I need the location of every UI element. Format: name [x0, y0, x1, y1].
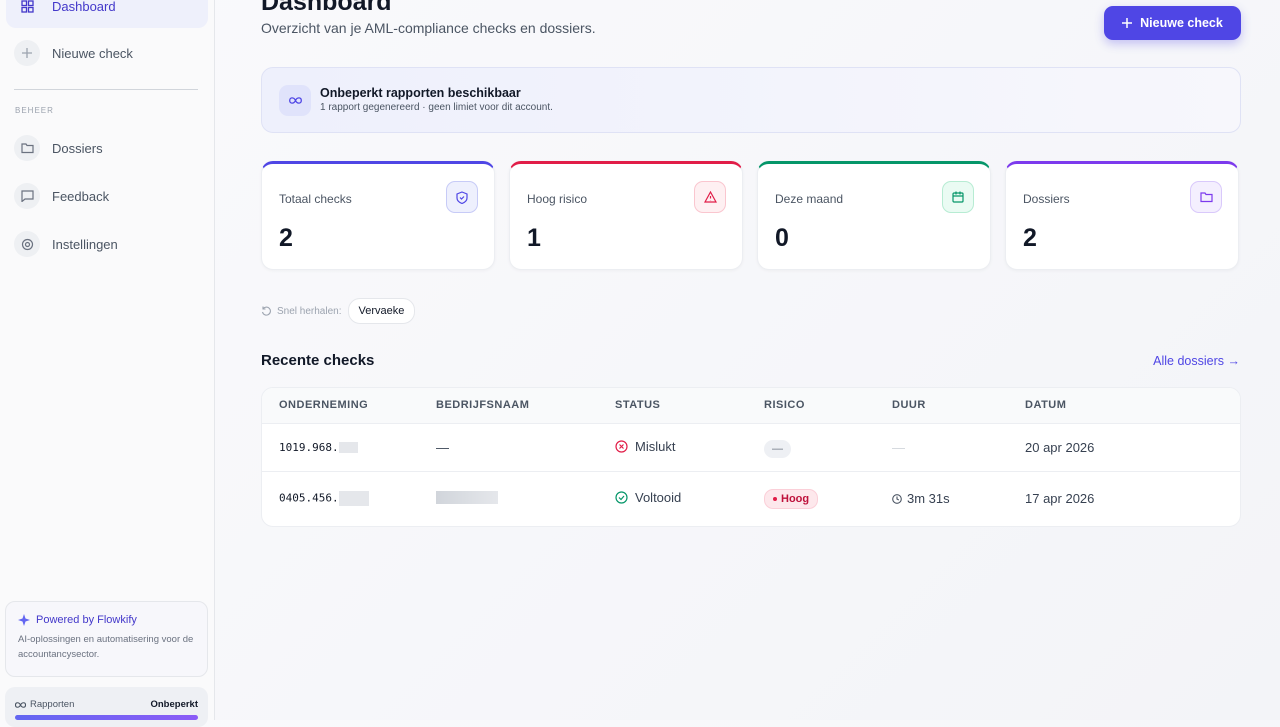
date: 20 apr 2026	[1025, 439, 1095, 455]
column-header: BEDRIJFSNAAM	[436, 399, 530, 412]
redacted	[338, 491, 369, 507]
status: Mislukt	[635, 438, 676, 454]
table-header: ONDERNEMING BEDRIJFSNAAM STATUS RISICO DUUR D…	[262, 388, 1240, 423]
stat-label: Hoog risico	[527, 192, 588, 206]
company-number: 1019.968.	[279, 440, 339, 454]
stat-value: 2	[279, 224, 293, 252]
date: 17 apr 2026	[1025, 491, 1095, 507]
company-number: 0405.456.	[279, 491, 339, 505]
redacted	[436, 490, 498, 504]
new-check-button[interactable]: Nieuwe check	[1104, 6, 1241, 40]
stat-card: Dossiers 2	[1005, 161, 1239, 270]
stat-label: Deze maand	[775, 192, 844, 206]
nav-label: Feedback	[52, 188, 110, 204]
checks-table: ONDERNEMING BEDRIJFSNAAM STATUS RISICO DUUR D…	[261, 387, 1241, 527]
promo-text: AI-oplossingen en automatisering voor de…	[18, 634, 194, 660]
button-label: Nieuwe check	[1140, 16, 1223, 30]
nav-label: Dashboard	[52, 0, 116, 14]
quick-chip[interactable]: Vervaeke	[347, 298, 416, 324]
nav-item[interactable]: Nieuwe check	[6, 31, 208, 75]
nav-item[interactable]: Dashboard	[6, 0, 208, 28]
stat-label: Totaal checks	[279, 192, 352, 206]
risk-badge: Hoog	[781, 492, 810, 505]
stat-card: Hoog risico 1	[509, 161, 743, 270]
nav-label: Instellingen	[52, 236, 118, 252]
table: ONDERNEMING BEDRIJFSNAAM STATUS RISICO DUUR D…	[262, 388, 1240, 526]
section-label: BEHEER	[15, 106, 54, 115]
info-banner: Onbeperkt rapporten beschikbaar 1 rappor…	[261, 67, 1241, 133]
all-dossiers-link[interactable]: Alle dossiers →	[1153, 354, 1240, 368]
sidebar: Dashboard Nieuwe check BEHEER Dossiers F…	[0, 0, 215, 727]
duration: —	[892, 439, 905, 455]
quick-repeat: Snel herhalen: Vervaeke	[261, 298, 416, 324]
duration: 3m 31s	[907, 491, 950, 506]
banner-title: Onbeperkt rapporten beschikbaar	[320, 86, 521, 100]
quick-label: Snel herhalen:	[277, 305, 342, 317]
nav-item[interactable]: Dossiers	[6, 126, 208, 170]
usage-card: Rapporten Onbeperkt	[5, 687, 208, 727]
banner-text: 1 rapport gegenereerd · geen limiet voor…	[320, 102, 553, 113]
company-name: —	[436, 439, 449, 455]
status: Voltooid	[635, 490, 682, 506]
column-header: ONDERNEMING	[279, 399, 369, 412]
risk-badge: —	[764, 439, 791, 458]
usage-value: Onbeperkt	[150, 699, 198, 710]
nav-label: Nieuwe check	[52, 45, 133, 61]
stat-value: 1	[527, 224, 541, 252]
nav-label: Dossiers	[52, 140, 103, 156]
table-row[interactable]: 0405.456. Voltooid Hoog 3m 31s 17 apr 20…	[262, 471, 1240, 526]
stat-label: Dossiers	[1023, 192, 1070, 206]
stat-value: 2	[1023, 224, 1037, 252]
page-title: Dashboard	[261, 0, 392, 16]
redacted	[338, 442, 358, 453]
promo-card: Powered by Flowkify AI-oplossingen en au…	[5, 601, 208, 677]
promo-title: Powered by Flowkify	[36, 614, 137, 626]
nav-item[interactable]: Feedback	[6, 174, 208, 218]
nav-item[interactable]: Instellingen	[6, 222, 208, 266]
page-subtitle: Overzicht van je AML-compliance checks e…	[261, 20, 596, 36]
column-header: DUUR	[892, 399, 926, 412]
stat-value: 0	[775, 224, 789, 252]
stat-card: Deze maand 0	[757, 161, 991, 270]
table-row[interactable]: 1019.968. — Mislukt — — 20 apr 2026	[262, 423, 1240, 471]
usage-label: Rapporten	[30, 699, 75, 710]
column-header: STATUS	[615, 399, 661, 412]
column-header: RISICO	[764, 399, 805, 412]
section-title: Recente checks	[261, 352, 375, 369]
divider	[14, 89, 198, 90]
column-header: DATUM	[1025, 399, 1067, 412]
stat-card: Totaal checks 2	[261, 161, 495, 270]
